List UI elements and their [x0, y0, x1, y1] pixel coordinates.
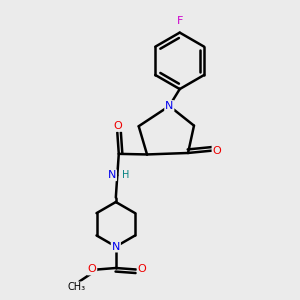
- Text: O: O: [113, 121, 122, 131]
- Text: N: N: [165, 101, 173, 111]
- Text: O: O: [212, 146, 221, 156]
- Text: CH₃: CH₃: [68, 282, 85, 292]
- Text: H: H: [122, 170, 129, 180]
- Text: O: O: [138, 265, 146, 275]
- Text: O: O: [88, 265, 96, 275]
- Text: N: N: [112, 242, 120, 252]
- Text: N: N: [108, 170, 116, 180]
- Text: F: F: [176, 16, 183, 26]
